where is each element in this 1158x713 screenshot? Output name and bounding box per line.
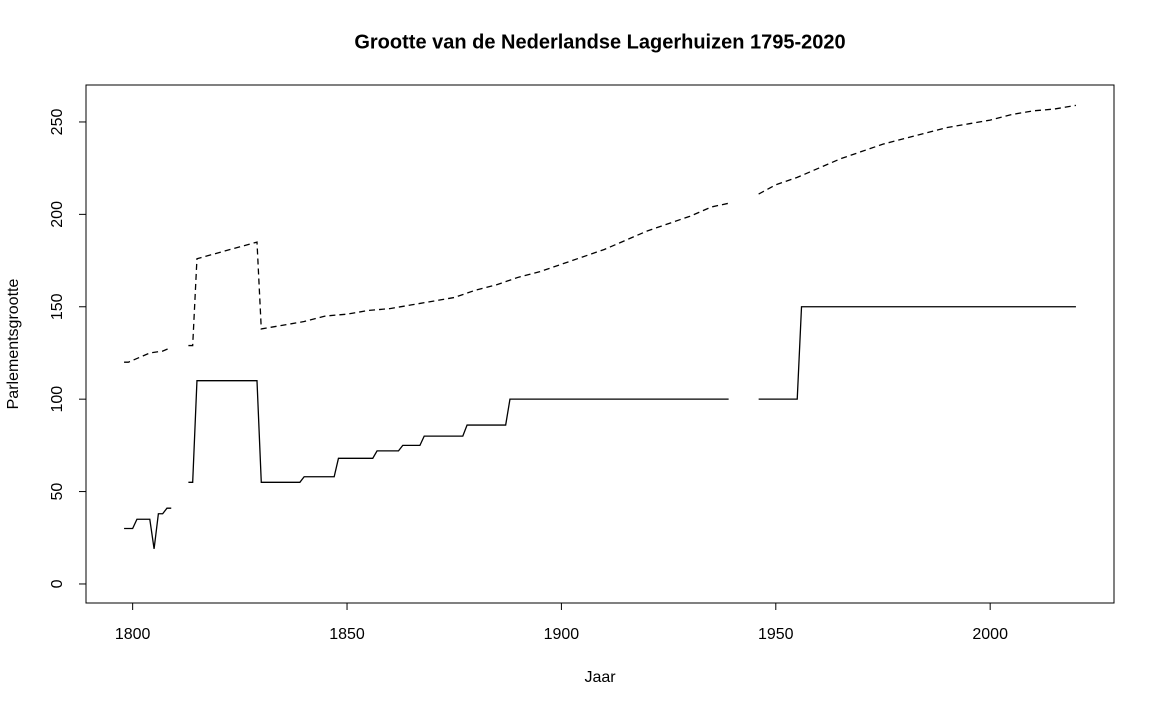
x-tick-label: 1850 [329,626,365,643]
data-line [124,306,1076,549]
y-tick-label: 150 [49,293,66,320]
y-tick-label: 100 [49,386,66,413]
y-axis-label: Parlementsgrootte [5,279,22,410]
y-tick-label: 250 [49,109,66,136]
x-tick-label: 1900 [544,626,580,643]
x-tick-label: 1950 [758,626,794,643]
y-tick-label: 50 [49,483,66,501]
y-tick-label: 0 [49,579,66,588]
x-axis-label: Jaar [584,669,616,686]
y-tick-label: 200 [49,201,66,228]
x-tick-label: 1800 [115,626,151,643]
chart-title: Grootte van de Nederlandse Lagerhuizen 1… [354,31,845,53]
x-tick-label: 2000 [972,626,1008,643]
data-line [124,104,1077,363]
